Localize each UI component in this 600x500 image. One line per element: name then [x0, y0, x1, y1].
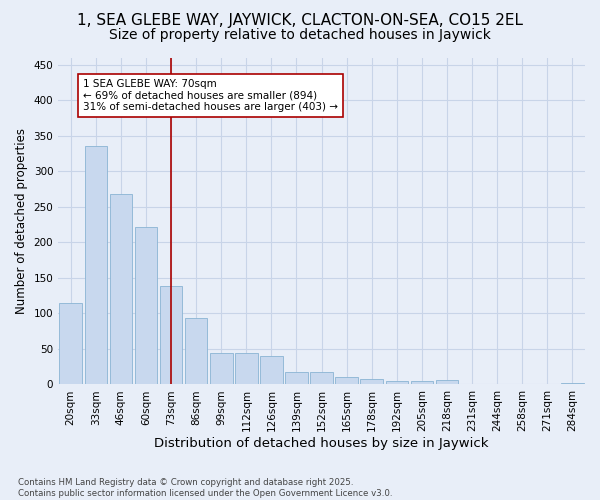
Bar: [361, 380, 383, 384]
Bar: [85, 146, 107, 384]
Bar: [235, 353, 257, 384]
Text: Contains HM Land Registry data © Crown copyright and database right 2025.
Contai: Contains HM Land Registry data © Crown c…: [18, 478, 392, 498]
Bar: [210, 353, 233, 384]
Bar: [134, 228, 157, 384]
Text: 1 SEA GLEBE WAY: 70sqm
← 69% of detached houses are smaller (894)
31% of semi-de: 1 SEA GLEBE WAY: 70sqm ← 69% of detached…: [83, 79, 338, 112]
Bar: [310, 372, 333, 384]
Text: Size of property relative to detached houses in Jaywick: Size of property relative to detached ho…: [109, 28, 491, 42]
X-axis label: Distribution of detached houses by size in Jaywick: Distribution of detached houses by size …: [154, 437, 489, 450]
Bar: [436, 380, 458, 384]
Bar: [59, 302, 82, 384]
Bar: [285, 372, 308, 384]
Bar: [335, 378, 358, 384]
Bar: [160, 286, 182, 384]
Bar: [410, 381, 433, 384]
Text: 1, SEA GLEBE WAY, JAYWICK, CLACTON-ON-SEA, CO15 2EL: 1, SEA GLEBE WAY, JAYWICK, CLACTON-ON-SE…: [77, 12, 523, 28]
Bar: [386, 381, 408, 384]
Y-axis label: Number of detached properties: Number of detached properties: [15, 128, 28, 314]
Bar: [561, 383, 584, 384]
Bar: [260, 356, 283, 384]
Bar: [185, 318, 208, 384]
Bar: [110, 194, 132, 384]
